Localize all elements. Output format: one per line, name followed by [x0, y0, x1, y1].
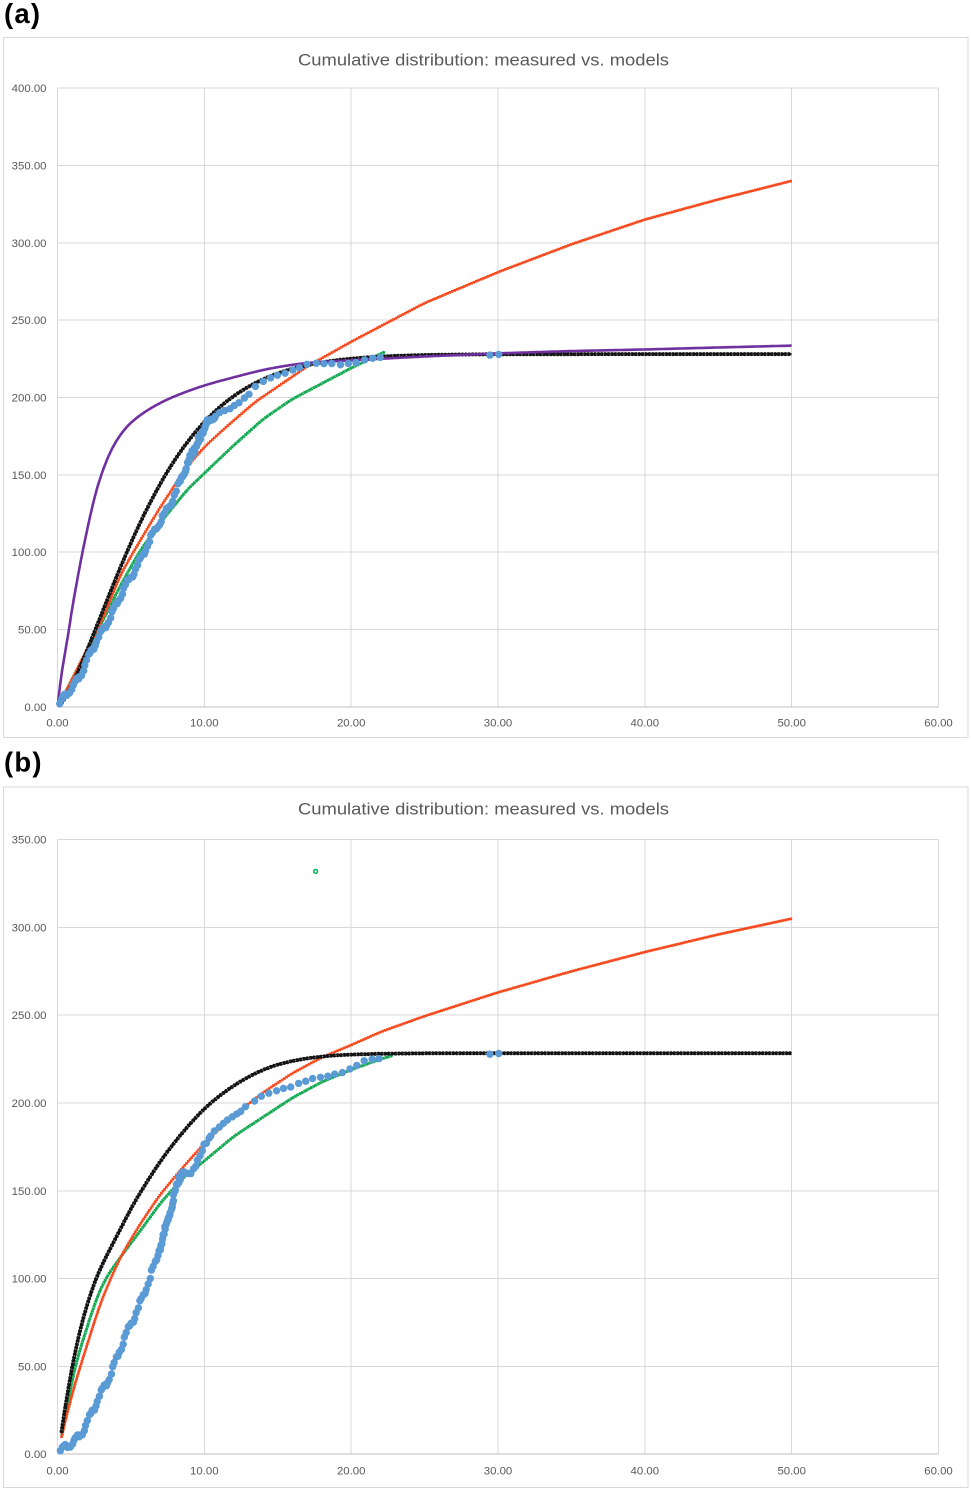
svg-text:50.00: 50.00: [18, 625, 47, 637]
svg-text:0.00: 0.00: [46, 1466, 68, 1478]
svg-text:150.00: 150.00: [12, 470, 47, 482]
svg-text:350.00: 350.00: [12, 160, 47, 172]
svg-text:30.00: 30.00: [484, 1466, 513, 1478]
svg-text:20.00: 20.00: [337, 718, 366, 730]
svg-text:50.00: 50.00: [777, 718, 806, 730]
svg-text:250.00: 250.00: [12, 1010, 47, 1022]
svg-text:10.00: 10.00: [190, 718, 219, 730]
svg-text:250.00: 250.00: [12, 315, 47, 327]
svg-text:200.00: 200.00: [12, 392, 47, 404]
svg-text:300.00: 300.00: [12, 922, 47, 934]
svg-text:0.00: 0.00: [24, 1449, 46, 1461]
svg-text:20.00: 20.00: [337, 1466, 366, 1478]
svg-text:Cumulative distribution: measu: Cumulative distribution: measured vs. mo…: [298, 800, 669, 819]
svg-text:50.00: 50.00: [777, 1466, 806, 1478]
svg-text:0.00: 0.00: [46, 718, 68, 730]
svg-text:350.00: 350.00: [12, 835, 47, 847]
svg-text:(b): (b): [4, 747, 43, 778]
svg-text:(a): (a): [4, 0, 41, 29]
svg-text:0.00: 0.00: [24, 702, 46, 714]
svg-text:40.00: 40.00: [631, 718, 660, 730]
svg-text:40.00: 40.00: [631, 1466, 660, 1478]
svg-text:300.00: 300.00: [12, 238, 47, 250]
svg-text:10.00: 10.00: [190, 1466, 219, 1478]
svg-text:50.00: 50.00: [18, 1361, 47, 1373]
svg-text:200.00: 200.00: [12, 1098, 47, 1110]
svg-text:400.00: 400.00: [12, 83, 47, 95]
svg-text:60.00: 60.00: [924, 1466, 953, 1478]
svg-text:100.00: 100.00: [12, 1274, 47, 1286]
svg-text:100.00: 100.00: [12, 547, 47, 559]
svg-text:60.00: 60.00: [924, 718, 953, 730]
svg-text:150.00: 150.00: [12, 1186, 47, 1198]
svg-text:Cumulative distribution: measu: Cumulative distribution: measured vs. mo…: [298, 51, 669, 70]
svg-text:30.00: 30.00: [484, 718, 513, 730]
